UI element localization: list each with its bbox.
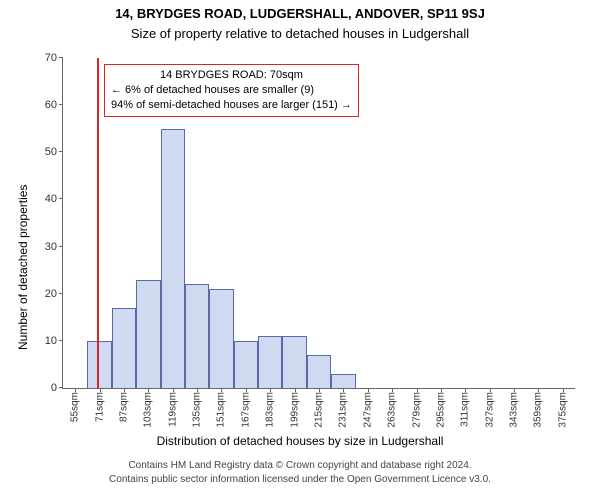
x-tick-mark [173,388,174,392]
histogram-bar [185,284,209,388]
x-tick-label: 311sqm [460,388,471,427]
x-tick-mark [490,388,491,392]
y-tick-label: 10 [45,335,63,347]
x-tick-mark [368,388,369,392]
footer-line-2: Contains public sector information licen… [0,474,600,485]
y-tick-mark [59,340,63,341]
x-tick-mark [343,388,344,392]
histogram-bar [209,289,233,388]
y-tick-label: 40 [45,193,63,205]
x-tick-mark [538,388,539,392]
y-tick-mark [59,57,63,58]
x-tick-mark [124,388,125,392]
x-axis-label: Distribution of detached houses by size … [0,434,600,448]
x-tick-label: 151sqm [216,388,227,428]
y-tick-label: 60 [45,99,63,111]
x-tick-mark [563,388,564,392]
x-tick-label: 327sqm [484,388,495,428]
histogram-bar [307,355,331,388]
callout-line-3: 94% of semi-detached houses are larger (… [111,98,352,113]
y-tick-mark [59,198,63,199]
x-tick-label: 119sqm [167,388,178,427]
x-tick-label: 375sqm [557,388,568,428]
chart-subtitle: Size of property relative to detached ho… [0,26,600,41]
x-tick-label: 359sqm [533,388,544,428]
histogram-bar [161,129,185,388]
x-tick-label: 279sqm [411,388,422,428]
histogram-bar [112,308,136,388]
footer-line-1: Contains HM Land Registry data © Crown c… [0,460,600,471]
x-tick-mark [417,388,418,392]
x-tick-mark [295,388,296,392]
x-tick-mark [197,388,198,392]
callout-line-1: 14 BRYDGES ROAD: 70sqm [111,68,352,83]
x-tick-label: 215sqm [314,388,325,428]
x-tick-label: 199sqm [289,388,300,428]
x-tick-mark [270,388,271,392]
y-tick-label: 30 [45,241,63,253]
callout-box: 14 BRYDGES ROAD: 70sqm ← 6% of detached … [104,64,359,117]
y-tick-mark [59,293,63,294]
histogram-bar [234,341,258,388]
x-tick-label: 167sqm [240,388,251,428]
x-tick-label: 263sqm [387,388,398,428]
x-tick-label: 55sqm [70,388,81,422]
page-title: 14, BRYDGES ROAD, LUDGERSHALL, ANDOVER, … [0,6,600,21]
y-tick-mark [59,151,63,152]
histogram-bar [136,280,160,388]
y-tick-mark [59,246,63,247]
chart-container: { "titles": { "line1": "14, BRYDGES ROAD… [0,0,600,500]
x-tick-label: 71sqm [94,388,105,422]
x-tick-mark [465,388,466,392]
x-tick-label: 295sqm [435,388,446,428]
x-tick-mark [319,388,320,392]
y-axis-label: Number of detached properties [16,185,30,350]
x-tick-mark [100,388,101,392]
x-tick-mark [392,388,393,392]
x-tick-label: 247sqm [362,388,373,428]
histogram-bar [331,374,355,388]
x-tick-label: 103sqm [143,388,154,428]
x-tick-mark [148,388,149,392]
x-tick-label: 183sqm [265,388,276,428]
callout-line-2: ← 6% of detached houses are smaller (9) [111,83,352,98]
x-tick-mark [514,388,515,392]
x-tick-mark [75,388,76,392]
marker-line [97,58,99,388]
y-tick-mark [59,387,63,388]
y-tick-label: 20 [45,288,63,300]
y-tick-label: 50 [45,146,63,158]
histogram-bar [282,336,306,388]
x-tick-mark [441,388,442,392]
x-tick-mark [221,388,222,392]
x-tick-label: 343sqm [509,388,520,428]
y-tick-mark [59,104,63,105]
x-tick-label: 135sqm [192,388,203,428]
histogram-bar [87,341,111,388]
x-tick-label: 231sqm [338,388,349,428]
x-tick-label: 87sqm [118,388,129,422]
x-tick-mark [246,388,247,392]
histogram-bar [258,336,282,388]
y-tick-label: 0 [51,382,63,394]
y-tick-label: 70 [45,52,63,64]
